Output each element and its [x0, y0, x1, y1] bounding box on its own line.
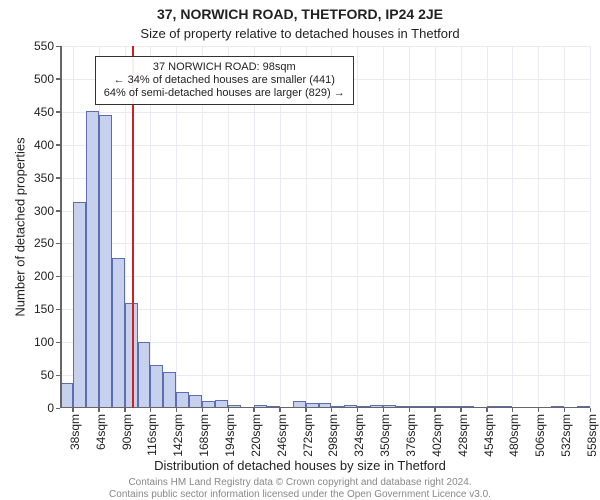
footer-line2: Contains public sector information licen… [0, 489, 600, 500]
x-tick-label: 194sqm [219, 414, 237, 457]
y-tick-label: 500 [34, 72, 60, 86]
x-tick-label: 38sqm [64, 414, 82, 450]
x-tick-mark [72, 408, 74, 412]
x-tick-label: 454sqm [478, 414, 496, 457]
grid-line-v [461, 46, 462, 408]
x-tick-label: 480sqm [503, 414, 521, 457]
x-tick-label: 142sqm [167, 414, 185, 457]
grid-line-h [60, 309, 590, 310]
y-tick-label: 250 [34, 236, 60, 250]
y-tick-label: 200 [34, 269, 60, 283]
chart-footer: Contains HM Land Registry data © Crown c… [0, 477, 600, 500]
x-tick-label: 168sqm [193, 414, 211, 457]
histogram-chart: 37, NORWICH ROAD, THETFORD, IP24 2JE Siz… [0, 0, 600, 500]
grid-line-h [60, 211, 590, 212]
histogram-bar [99, 115, 112, 408]
x-tick-label: 220sqm [245, 414, 263, 457]
y-axis-label: Number of detached properties [13, 137, 28, 316]
x-tick-label: 246sqm [271, 414, 289, 457]
x-tick-mark [253, 408, 255, 412]
x-tick-label: 350sqm [374, 414, 392, 457]
annotation-line1: 37 NORWICH ROAD: 98sqm [104, 61, 345, 74]
x-tick-mark [228, 408, 230, 412]
histogram-bar [150, 365, 163, 408]
x-tick-mark [357, 408, 359, 412]
histogram-bar [112, 258, 125, 408]
histogram-bar [73, 202, 86, 408]
y-tick-label: 100 [34, 335, 60, 349]
x-tick-mark [279, 408, 281, 412]
x-tick-mark [486, 408, 488, 412]
y-tick-label: 350 [34, 171, 60, 185]
x-tick-label: 272sqm [297, 414, 315, 457]
x-tick-label: 324sqm [348, 414, 366, 457]
x-tick-mark [150, 408, 152, 412]
annotation-line3: 64% of semi-detached houses are larger (… [104, 87, 345, 100]
x-tick-mark [98, 408, 100, 412]
x-tick-mark [460, 408, 462, 412]
grid-line-v [538, 46, 539, 408]
grid-line-v [383, 46, 384, 408]
x-tick-mark [564, 408, 566, 412]
x-tick-label: 116sqm [141, 414, 159, 456]
y-tick-label: 0 [47, 401, 60, 415]
grid-line-v [435, 46, 436, 408]
y-tick-label: 300 [34, 204, 60, 218]
x-tick-label: 376sqm [400, 414, 418, 457]
y-tick-label: 400 [34, 138, 60, 152]
x-tick-mark [383, 408, 385, 412]
grid-line-h [60, 112, 590, 113]
grid-line-v [357, 46, 358, 408]
grid-line-h [60, 276, 590, 277]
annotation-box: 37 NORWICH ROAD: 98sqm← 34% of detached … [95, 56, 354, 106]
x-tick-label: 532sqm [555, 414, 573, 457]
x-tick-label: 558sqm [581, 414, 599, 457]
footer-line1: Contains HM Land Registry data © Crown c… [0, 477, 600, 489]
chart-title-line1: 37, NORWICH ROAD, THETFORD, IP24 2JE [0, 6, 600, 22]
grid-line-h [60, 243, 590, 244]
x-tick-mark [590, 408, 592, 412]
x-tick-mark [538, 408, 540, 412]
grid-line-h [60, 46, 590, 47]
x-tick-label: 90sqm [116, 414, 134, 450]
histogram-bar [86, 111, 99, 408]
x-tick-mark [331, 408, 333, 412]
y-axis-line [60, 46, 62, 408]
x-tick-mark [202, 408, 204, 412]
x-tick-mark [176, 408, 178, 412]
grid-line-v [409, 46, 410, 408]
x-tick-mark [409, 408, 411, 412]
y-tick-label: 450 [34, 105, 60, 119]
grid-line-h [60, 178, 590, 179]
histogram-bar [60, 383, 73, 408]
x-tick-mark [124, 408, 126, 412]
chart-title-line2: Size of property relative to detached ho… [0, 26, 600, 41]
y-tick-label: 550 [34, 39, 60, 53]
grid-line-v [564, 46, 565, 408]
x-tick-mark [434, 408, 436, 412]
grid-line-v [512, 46, 513, 408]
x-tick-label: 64sqm [90, 414, 108, 450]
y-tick-label: 150 [34, 302, 60, 316]
histogram-bar [138, 342, 151, 408]
x-axis-label: Distribution of detached houses by size … [0, 458, 600, 473]
x-tick-label: 298sqm [322, 414, 340, 457]
y-tick-label: 50 [41, 368, 60, 382]
x-axis-line [60, 407, 590, 409]
x-tick-label: 402sqm [426, 414, 444, 457]
x-tick-label: 506sqm [529, 414, 547, 457]
x-tick-mark [512, 408, 514, 412]
x-tick-mark [305, 408, 307, 412]
annotation-line2: ← 34% of detached houses are smaller (44… [104, 74, 345, 87]
plot-area: 05010015020025030035040045050055038sqm64… [60, 46, 590, 408]
grid-line-h [60, 145, 590, 146]
x-tick-label: 428sqm [452, 414, 470, 457]
grid-line-v [590, 46, 591, 408]
grid-line-v [487, 46, 488, 408]
histogram-bar [163, 372, 176, 408]
